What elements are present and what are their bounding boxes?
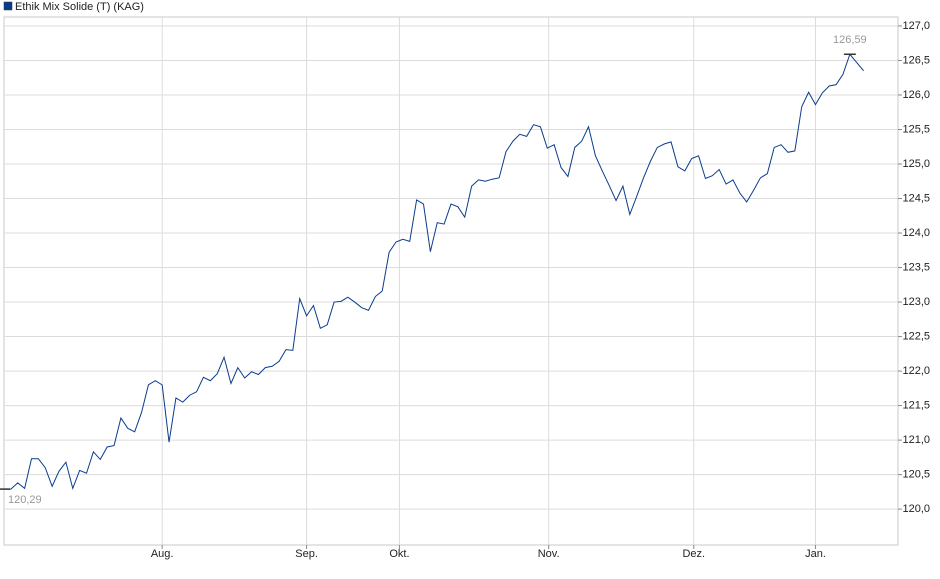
y-tick-label: 125,5 [902, 123, 930, 135]
y-tick-label: 122,5 [902, 330, 930, 342]
line-series [4, 53, 865, 491]
y-tick-label: 127,0 [902, 20, 930, 32]
y-tick-label: 123,0 [902, 296, 930, 308]
y-tick-label: 120,5 [902, 469, 930, 481]
y-tick-label: 121,0 [902, 434, 930, 446]
annotation-label: 120,29 [8, 494, 42, 506]
y-tick-label: 123,5 [902, 261, 930, 273]
x-tick-label: Okt. [389, 548, 409, 560]
annotation-label: 126,59 [833, 34, 867, 46]
x-tick-label: Aug. [151, 548, 174, 560]
x-tick-label: Nov. [538, 548, 560, 560]
y-tick-label: 124,5 [902, 192, 930, 204]
legend-swatch [3, 1, 13, 11]
y-tick-label: 120,0 [902, 503, 930, 515]
y-tick-label: 122,0 [902, 365, 930, 377]
x-tick-label: Sep. [295, 548, 318, 560]
plot-frame [3, 16, 899, 546]
x-tick-label: Dez. [682, 548, 705, 560]
y-tick-label: 124,0 [902, 227, 930, 239]
y-tick-label: 121,5 [902, 399, 930, 411]
x-tick-label: Jan. [805, 548, 826, 560]
y-tick-label: 126,5 [902, 54, 930, 66]
y-tick-label: 125,0 [902, 158, 930, 170]
legend-label: Ethik Mix Solide (T) (KAG) [15, 1, 144, 13]
y-tick-label: 126,0 [902, 89, 930, 101]
